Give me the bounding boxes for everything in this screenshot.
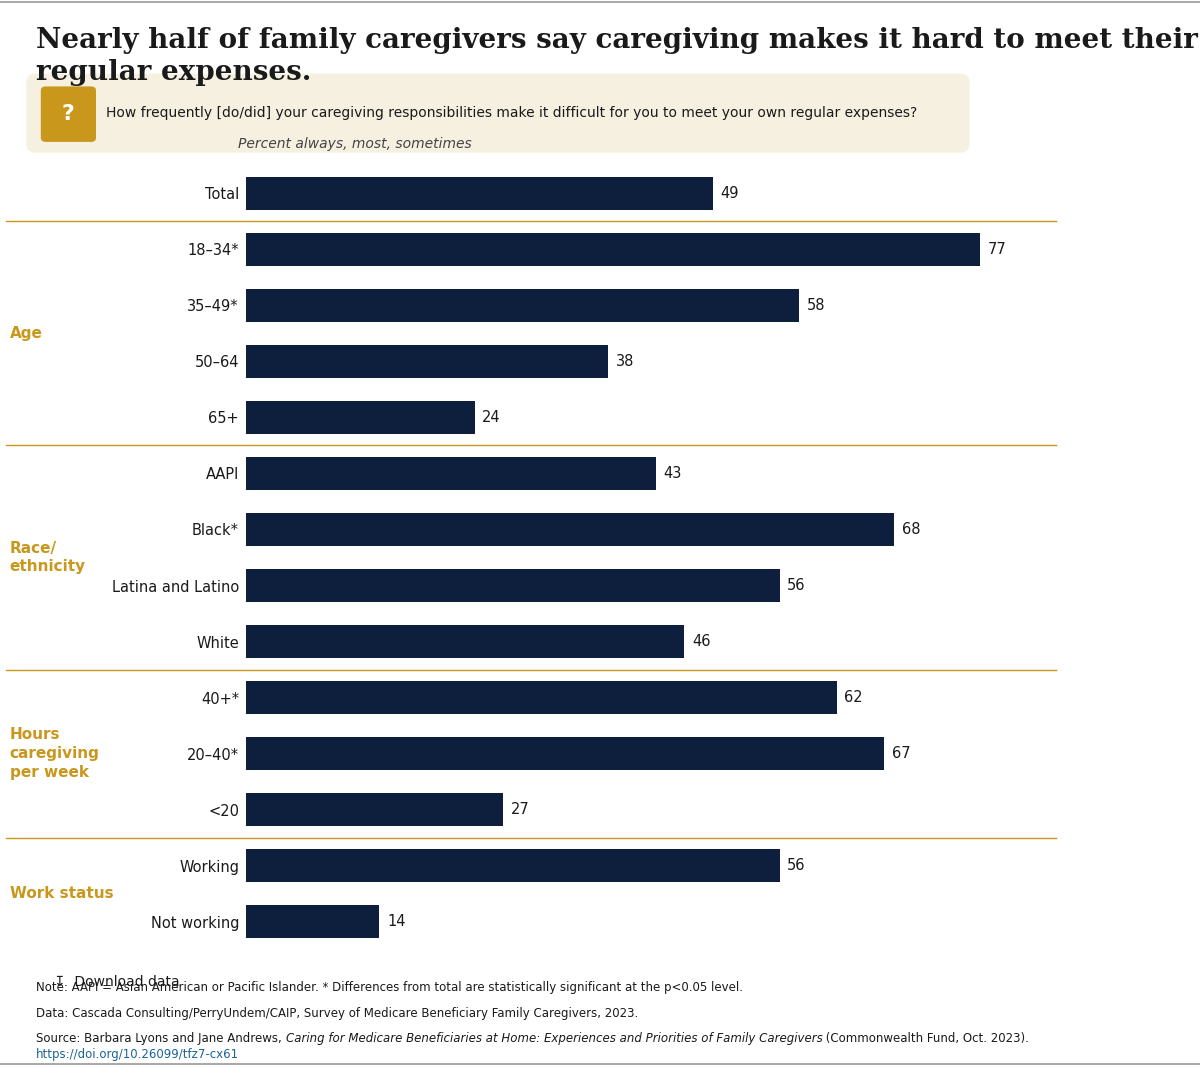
FancyBboxPatch shape [26,74,970,153]
Bar [246,737,884,769]
Text: 77: 77 [988,242,1006,257]
Bar [246,458,655,490]
Bar [246,625,684,657]
Text: 56: 56 [787,578,805,593]
Text: 67: 67 [892,746,911,761]
Text: 27: 27 [511,802,529,817]
Text: Data: Cascada Consulting/PerryUndem/CAIP, Survey of Medicare Beneficiary Family : Data: Cascada Consulting/PerryUndem/CAIP… [36,1007,638,1020]
Text: 62: 62 [845,690,863,705]
Text: Work status: Work status [10,886,113,902]
Text: 43: 43 [664,466,682,481]
Text: 38: 38 [616,354,634,369]
Text: (Commonwealth Fund, Oct. 2023).: (Commonwealth Fund, Oct. 2023). [822,1032,1030,1045]
Text: Hours
caregiving
per week: Hours caregiving per week [10,728,100,780]
Text: https://doi.org/10.26099/tfz7-cx61: https://doi.org/10.26099/tfz7-cx61 [36,1048,239,1061]
Text: Percent always, most, sometimes: Percent always, most, sometimes [238,138,472,152]
Text: Source: Barbara Lyons and Jane Andrews,: Source: Barbara Lyons and Jane Andrews, [36,1032,286,1045]
Text: Nearly half of family caregivers say caregiving makes it hard to meet their: Nearly half of family caregivers say car… [36,27,1198,53]
Text: 46: 46 [692,634,710,649]
Text: 56: 56 [787,858,805,873]
Bar [246,849,780,881]
Text: 24: 24 [482,410,500,425]
Text: regular expenses.: regular expenses. [36,59,311,85]
Text: 49: 49 [720,186,739,201]
Text: Age: Age [10,325,42,341]
Bar [246,906,379,938]
Text: 58: 58 [806,298,824,313]
Bar [246,570,780,602]
Bar [246,682,836,714]
Bar [246,513,894,545]
Text: Note: AAPI = Asian American or Pacific Islander. * Differences from total are st: Note: AAPI = Asian American or Pacific I… [36,982,743,994]
Text: 14: 14 [388,914,406,929]
Bar [246,289,799,321]
Text: ?: ? [62,105,74,124]
Text: Race/
ethnicity: Race/ ethnicity [10,541,85,574]
Bar [246,346,608,378]
Text: Caring for Medicare Beneficiaries at Home: Experiences and Priorities of Family : Caring for Medicare Beneficiaries at Hom… [286,1032,822,1045]
Bar [246,177,713,209]
Text: ↧  Download data: ↧ Download data [54,974,180,989]
Bar [246,234,979,266]
Text: How frequently [do/did] your caregiving responsibilities make it difficult for y: How frequently [do/did] your caregiving … [106,106,917,121]
Text: 68: 68 [901,522,920,537]
Bar [246,401,475,433]
FancyBboxPatch shape [41,86,96,142]
Bar [246,794,503,826]
